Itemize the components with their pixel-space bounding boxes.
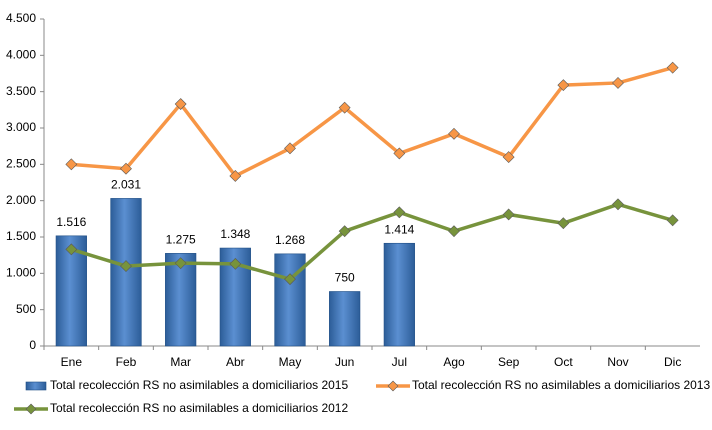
y-tick-label: 1.500 — [6, 229, 36, 243]
x-tick-label: Dic — [664, 355, 681, 369]
marker — [174, 98, 187, 110]
x-tick-label: May — [279, 355, 302, 369]
marker — [666, 61, 679, 74]
marker — [666, 214, 679, 227]
marker — [338, 225, 351, 238]
marker — [65, 243, 78, 256]
legend-marker — [387, 380, 399, 392]
marker — [612, 198, 624, 211]
y-tick-label: 3.000 — [6, 120, 36, 134]
x-tick-label: Mar — [170, 355, 191, 369]
x-tick-label: Nov — [607, 355, 628, 369]
marker — [174, 257, 187, 270]
y-tick-label: 1.000 — [6, 266, 36, 280]
marker — [120, 162, 132, 175]
marker — [557, 79, 570, 92]
y-tick-label: 2.000 — [6, 193, 36, 207]
marker — [393, 147, 406, 160]
x-tick-label: Abr — [226, 355, 245, 369]
marker — [284, 142, 296, 155]
x-tick-label: Sep — [498, 355, 520, 369]
bar — [383, 242, 415, 347]
bar — [110, 198, 142, 347]
data-label: 1.348 — [220, 227, 250, 241]
marker — [338, 101, 351, 114]
marker — [502, 208, 515, 221]
x-tick-label: Feb — [116, 355, 137, 369]
marker — [65, 158, 78, 171]
legend-label: Total recolección RS no asimilables a do… — [50, 401, 348, 415]
legend-label: Total recolección RS no asimilables a do… — [412, 378, 710, 392]
marker — [502, 151, 515, 163]
y-tick-label: 3.500 — [6, 84, 36, 98]
data-label: 750 — [335, 271, 355, 285]
line — [71, 66, 674, 179]
legend-swatch — [25, 381, 47, 391]
data-label: 2.031 — [111, 178, 141, 192]
legend-label: Total recolección RS no asimilables a do… — [50, 378, 348, 392]
marker — [393, 206, 406, 219]
y-tick-label: 2.500 — [6, 157, 36, 171]
marker — [612, 77, 624, 89]
x-tick-label: Jul — [392, 355, 407, 369]
marker — [120, 260, 132, 272]
marker — [557, 217, 570, 230]
line — [70, 202, 674, 282]
data-label: 1.516 — [56, 215, 86, 229]
x-tick-label: Oct — [554, 355, 573, 369]
x-tick-label: Ago — [443, 355, 465, 369]
y-tick-label: 4.500 — [6, 11, 36, 25]
y-tick-label: 0 — [29, 338, 36, 352]
bar — [329, 291, 361, 347]
data-label: 1.414 — [384, 222, 414, 236]
marker — [284, 273, 296, 286]
marker — [448, 225, 460, 238]
y-tick-label: 4.000 — [6, 48, 36, 62]
data-label: 1.275 — [166, 233, 196, 247]
marker — [229, 170, 242, 182]
x-tick-label: Jun — [335, 355, 354, 369]
marker — [448, 127, 460, 140]
legend-marker — [25, 403, 37, 415]
data-label: 1.268 — [275, 233, 305, 247]
x-tick-label: Ene — [61, 355, 83, 369]
marker — [229, 257, 242, 270]
y-tick-label: 500 — [16, 302, 36, 316]
